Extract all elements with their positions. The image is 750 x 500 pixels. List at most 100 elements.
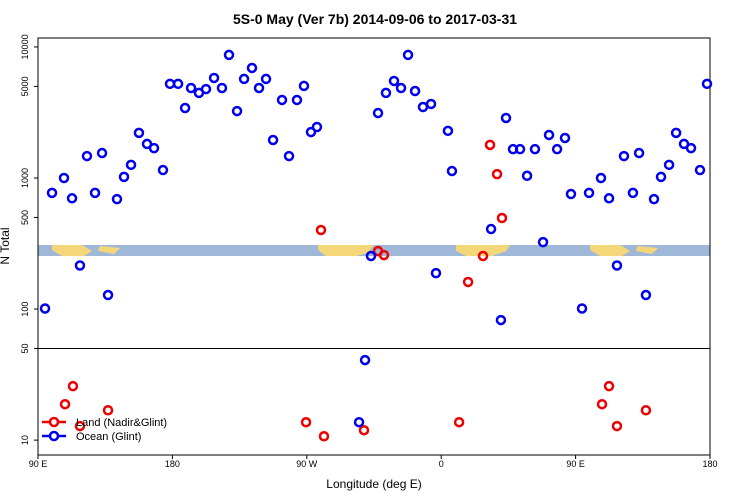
point xyxy=(111,193,123,205)
point xyxy=(359,354,371,366)
point xyxy=(179,102,191,114)
point xyxy=(446,165,458,177)
point xyxy=(576,303,588,314)
plot-frame xyxy=(37,37,711,456)
point xyxy=(291,94,303,106)
point xyxy=(358,424,370,436)
point xyxy=(267,134,279,146)
point xyxy=(603,380,615,392)
point xyxy=(648,193,660,205)
point xyxy=(246,62,258,74)
point xyxy=(595,172,607,184)
point xyxy=(311,121,323,133)
point xyxy=(164,78,176,90)
point xyxy=(409,85,421,97)
point xyxy=(283,150,295,162)
point xyxy=(365,250,377,262)
x-tick-label: 180 xyxy=(702,459,717,469)
point xyxy=(46,187,58,199)
y-tick-label: 500 xyxy=(20,210,30,225)
point xyxy=(238,73,250,85)
point xyxy=(305,126,317,138)
point xyxy=(133,127,145,139)
point xyxy=(603,193,615,204)
y-tick-label: 1000 xyxy=(20,168,30,188)
point xyxy=(537,236,549,248)
point xyxy=(300,416,312,428)
point xyxy=(559,132,571,144)
point xyxy=(663,159,675,171)
y-tick-label: 5000 xyxy=(20,76,30,96)
point xyxy=(430,267,442,279)
point xyxy=(611,260,623,271)
point xyxy=(353,416,365,428)
y-tick-label: 50 xyxy=(20,344,30,354)
point xyxy=(694,164,706,176)
point xyxy=(543,129,555,141)
point xyxy=(89,187,101,199)
point xyxy=(253,82,265,94)
point xyxy=(39,303,51,314)
point xyxy=(640,289,652,301)
legend-label: Land (Nadir&Glint) xyxy=(76,417,167,429)
point xyxy=(685,142,697,154)
point xyxy=(477,250,489,262)
point xyxy=(223,49,235,61)
y-tick-label: 10 xyxy=(20,435,30,445)
point xyxy=(491,168,503,180)
point xyxy=(59,398,71,410)
point xyxy=(484,139,496,151)
point xyxy=(514,143,526,155)
point xyxy=(260,73,272,85)
land xyxy=(456,245,510,256)
point xyxy=(318,431,330,442)
point xyxy=(74,260,86,271)
point xyxy=(372,107,384,119)
point xyxy=(58,172,70,184)
point xyxy=(172,78,184,90)
point xyxy=(640,405,652,416)
point xyxy=(701,78,713,90)
point xyxy=(388,75,400,87)
land xyxy=(52,245,120,256)
land xyxy=(590,245,658,256)
point xyxy=(500,112,512,124)
legend-label: Ocean (Glint) xyxy=(76,431,141,443)
legend-marker xyxy=(48,430,60,442)
point xyxy=(596,398,608,410)
point xyxy=(216,82,228,94)
point xyxy=(611,420,623,432)
point xyxy=(102,289,114,301)
point xyxy=(627,187,639,199)
point xyxy=(402,49,414,61)
x-tick-label: 180 xyxy=(165,459,180,469)
legend: Land (Nadir&Glint) Ocean (Glint) xyxy=(42,416,167,443)
x-tick-label: 0 xyxy=(439,459,444,469)
point xyxy=(157,164,169,176)
point xyxy=(148,142,160,154)
point xyxy=(231,105,243,117)
point xyxy=(551,143,563,155)
point xyxy=(521,170,533,182)
point xyxy=(670,127,682,139)
point xyxy=(81,150,93,162)
point xyxy=(496,212,508,224)
point xyxy=(395,82,407,94)
point xyxy=(315,224,327,236)
y-tick-label: 10000 xyxy=(20,34,30,59)
x-tick-label: 90 W xyxy=(296,459,318,469)
point xyxy=(417,101,429,113)
point xyxy=(462,276,474,288)
point xyxy=(380,87,392,99)
point xyxy=(102,405,114,416)
point xyxy=(633,147,645,159)
point xyxy=(442,125,454,137)
point xyxy=(565,188,577,200)
point xyxy=(485,223,497,235)
y-axis-label: N Total xyxy=(0,227,12,264)
point xyxy=(185,82,197,94)
point xyxy=(66,193,78,204)
x-tick-label: 90 E xyxy=(566,459,585,469)
